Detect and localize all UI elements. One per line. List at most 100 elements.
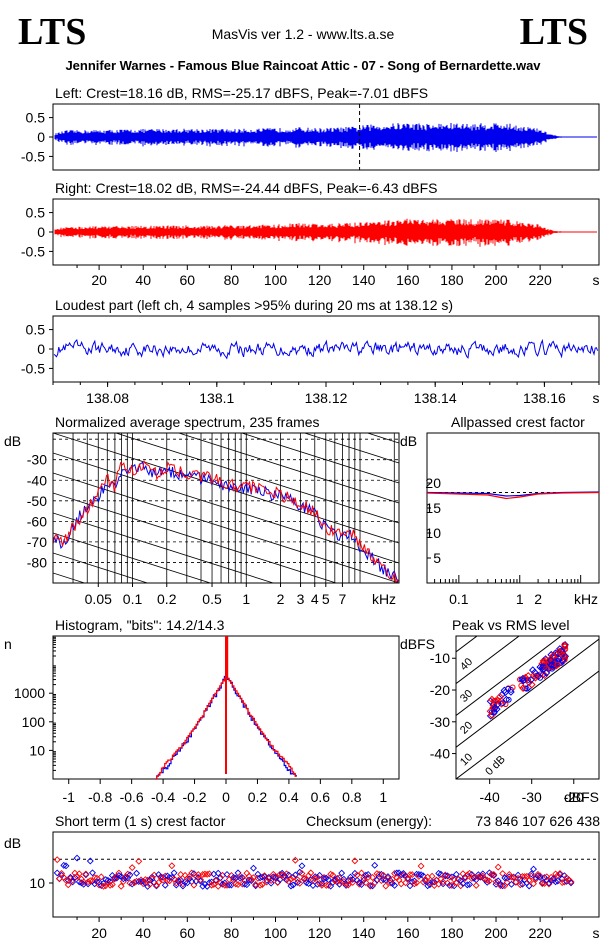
short-term-crest-point [525,877,533,884]
short-term-crest-ylabel: dB [4,835,21,851]
short-term-crest-point [53,869,61,877]
right-waveform-xtick-label: 80 [224,272,240,288]
short-term-crest-point [212,877,220,885]
short-term-crest-point [556,870,564,877]
peak-vs-rms-point [523,685,530,692]
peak-vs-rms-ytick-label: -10 [430,650,450,666]
histogram-ytick-label: 10 [29,742,45,758]
avg-spectrum-title: Normalized average spectrum, 235 frames [55,414,320,430]
loudest-part-xtick-label: 138.08 [86,390,129,406]
short-term-crest-point [179,882,187,890]
short-term-crest-point [148,873,156,881]
short-term-crest-point [510,874,518,882]
short-term-crest-point [62,862,70,870]
logo-left: LTS [18,11,87,53]
right-waveform-xtick-label: 120 [308,272,332,288]
short-term-crest-point [219,871,227,879]
avg-spectrum-ytick-label: -30 [27,452,47,468]
short-term-crest-point [426,881,434,889]
avg-spectrum-slope-line [53,233,399,343]
short-term-crest-point [338,869,346,877]
peak-vs-rms-diagonal-label: 0 dB [483,753,507,777]
histogram-ytick-label: 100 [22,714,46,730]
short-term-crest-point [448,873,456,881]
histogram-xtick-label: 0 [222,789,230,805]
short-term-crest-point [199,882,207,890]
loudest-part-xunit: s [593,390,600,406]
allpassed-crest-ytick-label: 10 [425,525,441,541]
loudest-part-xtick-label: 138.12 [305,390,348,406]
short-term-crest-point [470,873,478,881]
short-term-crest-point [305,872,313,880]
right-waveform-signal [54,218,571,247]
allpassed-crest-series-1 [426,491,600,500]
short-term-crest-point [552,870,560,878]
short-term-crest-point [216,874,224,882]
short-term-crest-point [152,881,160,889]
histogram-ytick-label: 1000 [14,685,45,701]
short-term-crest-point [64,881,72,889]
avg-spectrum-xunit: kHz [372,591,396,607]
peak-vs-rms-ytick-label: -40 [430,746,450,762]
avg-spectrum-slope-line [240,433,399,484]
short-term-crest-point [353,871,361,879]
allpassed-crest-ylabel: dB [400,433,417,449]
short-term-crest-point [536,874,544,881]
short-term-crest-point [272,872,279,880]
short-term-crest-point [435,880,443,888]
short-term-crest-xtick-label: 80 [224,925,240,941]
short-term-crest-point [175,878,182,885]
short-term-crest-point [227,872,235,879]
short-term-crest-point [298,870,306,877]
short-term-crest-point [505,870,513,878]
short-term-crest-point [530,880,537,888]
short-term-crest-point [428,872,436,880]
short-term-crest-point [358,881,365,889]
peak-vs-rms-point [496,692,504,701]
short-term-crest-point [322,874,330,882]
avg-spectrum-xtick-label: 0.1 [123,591,143,607]
short-term-crest-point [287,875,295,883]
peak-vs-rms-point [562,643,569,650]
short-term-crest-point [58,871,66,879]
peak-vs-rms-point [532,673,539,680]
short-term-crest-point [371,879,379,887]
avg-spectrum-xtick-label: 2 [277,591,285,607]
short-term-crest-point [494,863,502,871]
logo-right: LTS [519,11,588,53]
short-term-crest-point [318,881,326,889]
histogram-xtick-label: 0.4 [279,789,299,805]
right-waveform-xtick-label: 40 [135,272,151,288]
short-term-crest-point [371,861,379,869]
short-term-crest-point [247,875,255,883]
allpassed-crest-xtick-label: 0.1 [449,591,469,607]
short-term-crest-point [69,876,77,884]
peak-vs-rms-diagonal [456,638,599,748]
loudest-part-ytick-label: 0 [37,341,45,357]
short-term-crest-point [408,871,416,879]
loudest-part-signal [53,338,599,360]
avg-spectrum-xtick-label: 0.2 [157,591,177,607]
short-term-crest-point [146,881,154,889]
short-term-crest-point [214,869,222,877]
short-term-crest-point [382,882,390,890]
peak-vs-rms-point [519,676,528,685]
short-term-crest-point [168,874,176,881]
short-term-crest-point [126,871,134,879]
peak-vs-rms-point [528,666,537,674]
short-term-crest-point [364,873,372,881]
short-term-crest-xtick-label: 160 [396,925,420,941]
right-waveform-ytick-label: 0.5 [26,205,46,221]
peak-vs-rms-xtick-label: -30 [522,789,542,805]
peak-vs-rms-point [519,674,527,683]
short-term-crest-point [567,878,575,886]
peak-vs-rms-point [527,680,536,689]
short-term-crest-point [395,869,403,877]
peak-vs-rms-point [505,696,512,703]
short-term-crest-point [278,869,286,877]
app-title: MasVis ver 1.2 - www.lts.a.se [211,26,395,42]
short-term-crest-point [296,868,304,876]
short-term-crest-point [190,881,198,889]
allpassed-crest-ytick-label: 5 [433,550,441,566]
peak-vs-rms-point [561,656,568,663]
